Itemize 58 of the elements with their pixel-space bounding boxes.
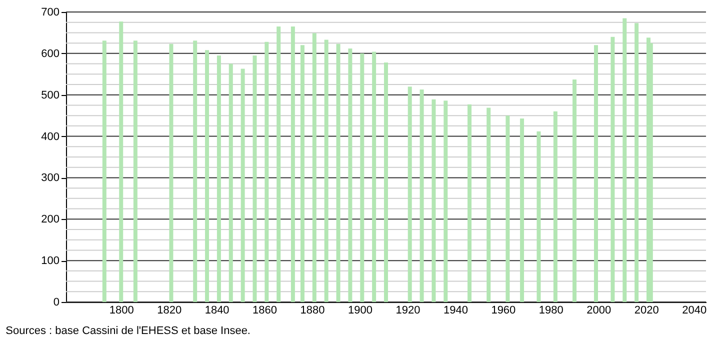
bar — [634, 23, 639, 302]
bar — [408, 86, 412, 302]
y-tick-label: 500 — [41, 89, 60, 102]
bar — [384, 62, 388, 302]
bar — [276, 26, 281, 302]
x-tick-label: 1900 — [348, 304, 372, 316]
bar — [486, 108, 491, 302]
bar — [372, 52, 376, 302]
bar — [444, 100, 448, 302]
x-tick-label: 1800 — [109, 304, 134, 316]
bar — [240, 68, 245, 302]
bar — [420, 89, 424, 302]
bar — [133, 40, 138, 302]
bar — [336, 44, 340, 302]
x-tick-label: 1880 — [300, 304, 325, 316]
y-tick-label: 400 — [41, 130, 60, 143]
bar — [228, 64, 233, 302]
bar — [300, 45, 304, 302]
y-tick-label: 100 — [41, 255, 60, 268]
bar — [216, 56, 221, 302]
bar — [193, 40, 198, 302]
x-tick-label: 1840 — [204, 304, 230, 316]
y-tick-label: 200 — [41, 214, 60, 226]
bar — [312, 33, 316, 302]
bar — [324, 40, 328, 302]
bar — [622, 18, 627, 302]
bar — [594, 45, 598, 302]
bar — [610, 36, 615, 302]
bar — [506, 116, 510, 302]
bar — [252, 56, 257, 302]
bar — [536, 131, 541, 302]
y-tick-label: 300 — [41, 172, 60, 184]
x-tick-label: 1940 — [443, 304, 468, 316]
x-tick-label: 2020 — [634, 304, 659, 316]
x-tick-label: 1920 — [396, 304, 420, 316]
bar — [468, 104, 472, 302]
x-tick-label: 1980 — [538, 304, 564, 316]
x-tick-label: 2000 — [586, 304, 612, 316]
bar — [520, 118, 524, 302]
x-tick-label: 2040 — [682, 304, 707, 316]
x-tick-label: 1820 — [157, 304, 182, 316]
x-tick-label: 1960 — [491, 304, 516, 316]
bar — [119, 22, 124, 302]
y-tick-label: 600 — [41, 48, 60, 60]
source-note: Sources : base Cassini de l'EHESS et base Insee. — [6, 325, 250, 337]
bar — [290, 26, 295, 302]
y-tick-label: 0 — [53, 296, 60, 308]
bar — [205, 50, 210, 302]
bar — [572, 80, 577, 302]
bar — [553, 111, 558, 302]
bar — [264, 42, 269, 302]
bar — [348, 48, 352, 302]
bar — [102, 40, 106, 302]
bar — [169, 44, 174, 302]
y-tick-label: 700 — [41, 6, 60, 18]
x-tick-label: 1860 — [252, 304, 278, 316]
bar — [360, 53, 364, 302]
bar — [432, 99, 436, 302]
